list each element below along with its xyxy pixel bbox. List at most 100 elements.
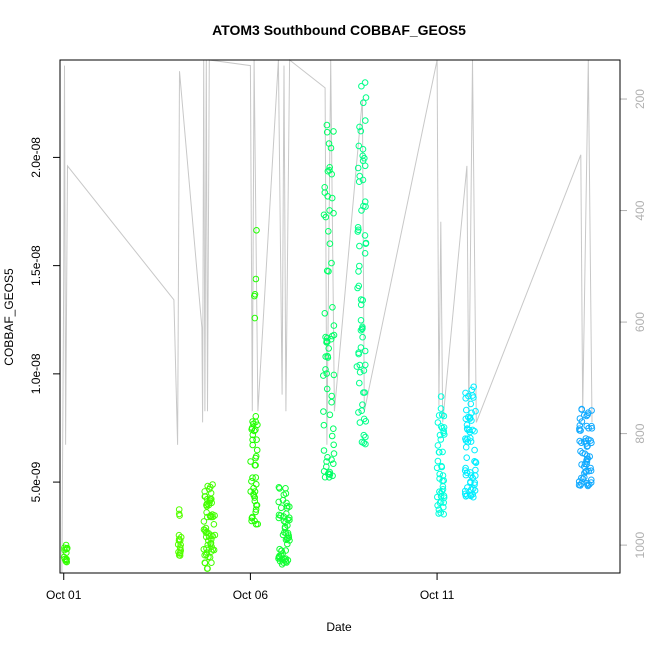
data-point <box>472 407 479 415</box>
data-point <box>436 431 444 439</box>
data-point <box>248 517 255 525</box>
data-point <box>203 500 211 507</box>
data-point <box>177 533 185 541</box>
data-point <box>205 533 213 540</box>
data-point <box>210 521 218 528</box>
data-point <box>577 482 584 489</box>
y2-tick-label: 1000 <box>633 531 647 558</box>
y2-tick-label: 800 <box>633 423 647 443</box>
data-point <box>462 437 470 444</box>
data-point <box>330 371 338 379</box>
data-point <box>438 411 446 419</box>
data-point <box>252 413 260 420</box>
data-point <box>325 228 332 235</box>
data-point <box>472 466 479 474</box>
data-point <box>467 400 475 408</box>
data-point <box>322 353 330 360</box>
data-point <box>467 491 474 499</box>
data-point <box>464 435 471 443</box>
data-point <box>357 296 365 303</box>
data-point <box>471 446 478 454</box>
data-point <box>324 167 332 175</box>
data-point <box>325 474 333 481</box>
data-point <box>275 498 283 506</box>
data-point <box>328 398 335 406</box>
data-point <box>204 565 211 572</box>
data-point <box>578 405 586 413</box>
data-point <box>357 127 365 135</box>
data-point <box>253 502 260 509</box>
data-point <box>328 259 335 267</box>
data-point <box>330 209 337 217</box>
data-point <box>436 488 443 496</box>
data-point <box>61 555 69 563</box>
data-point <box>357 344 365 351</box>
data-point <box>330 425 337 433</box>
data-point <box>464 484 471 491</box>
data-point <box>252 418 260 426</box>
data-point <box>578 418 586 425</box>
data-point <box>329 304 336 311</box>
data-point <box>359 176 367 184</box>
data-point <box>434 419 442 426</box>
x-axis-label: Date <box>326 620 352 634</box>
data-point <box>583 452 591 460</box>
data-point <box>471 427 478 435</box>
y-tick-label: 1.0e-08 <box>29 353 43 394</box>
data-point <box>584 481 591 489</box>
data-point <box>435 412 443 419</box>
data-point <box>321 189 329 196</box>
data-point <box>251 292 258 300</box>
data-point <box>434 493 441 501</box>
data-point <box>585 467 593 475</box>
data-point <box>464 426 471 433</box>
data-point <box>276 545 283 553</box>
data-point <box>355 282 363 290</box>
data-point <box>437 509 445 517</box>
data-point <box>63 544 71 552</box>
data-point <box>362 440 369 448</box>
data-point <box>284 516 291 523</box>
data-point <box>281 523 289 531</box>
data-point <box>323 385 331 393</box>
data-point <box>360 431 368 439</box>
data-point <box>356 242 363 250</box>
data-point <box>360 367 368 374</box>
data-point <box>322 366 329 373</box>
data-point <box>252 481 260 488</box>
y-axis-label: COBBAF_GEOS5 <box>2 268 16 366</box>
data-point <box>437 490 445 497</box>
data-point <box>251 462 259 469</box>
data-point <box>581 411 588 419</box>
trajectory-line <box>61 58 593 574</box>
data-point <box>283 504 291 512</box>
data-point <box>175 506 183 513</box>
data-point <box>323 128 331 136</box>
data-point <box>252 474 260 481</box>
data-point <box>355 350 363 358</box>
data-point <box>361 198 369 205</box>
data-point <box>356 368 364 376</box>
data-point <box>323 463 330 471</box>
data-point <box>282 547 290 554</box>
data-point <box>326 240 334 247</box>
data-point <box>277 504 285 512</box>
data-point <box>469 392 476 399</box>
y2-tick-label: 400 <box>633 200 647 220</box>
data-point <box>576 427 583 434</box>
data-point <box>324 338 331 346</box>
secondary-trajectory <box>61 58 593 574</box>
data-point <box>471 479 479 486</box>
data-point <box>330 128 337 135</box>
data-point <box>362 433 369 441</box>
data-point <box>362 117 369 124</box>
data-point <box>175 537 183 544</box>
data-point <box>587 464 594 472</box>
data-point <box>472 459 480 467</box>
y-tick-label: 1.5e-08 <box>29 245 43 286</box>
data-point <box>436 470 444 478</box>
data-point <box>438 462 445 470</box>
data-point <box>320 372 327 379</box>
chart-title: ATOM3 Southbound COBBAF_GEOS5 <box>212 22 466 38</box>
data-point <box>359 152 367 160</box>
